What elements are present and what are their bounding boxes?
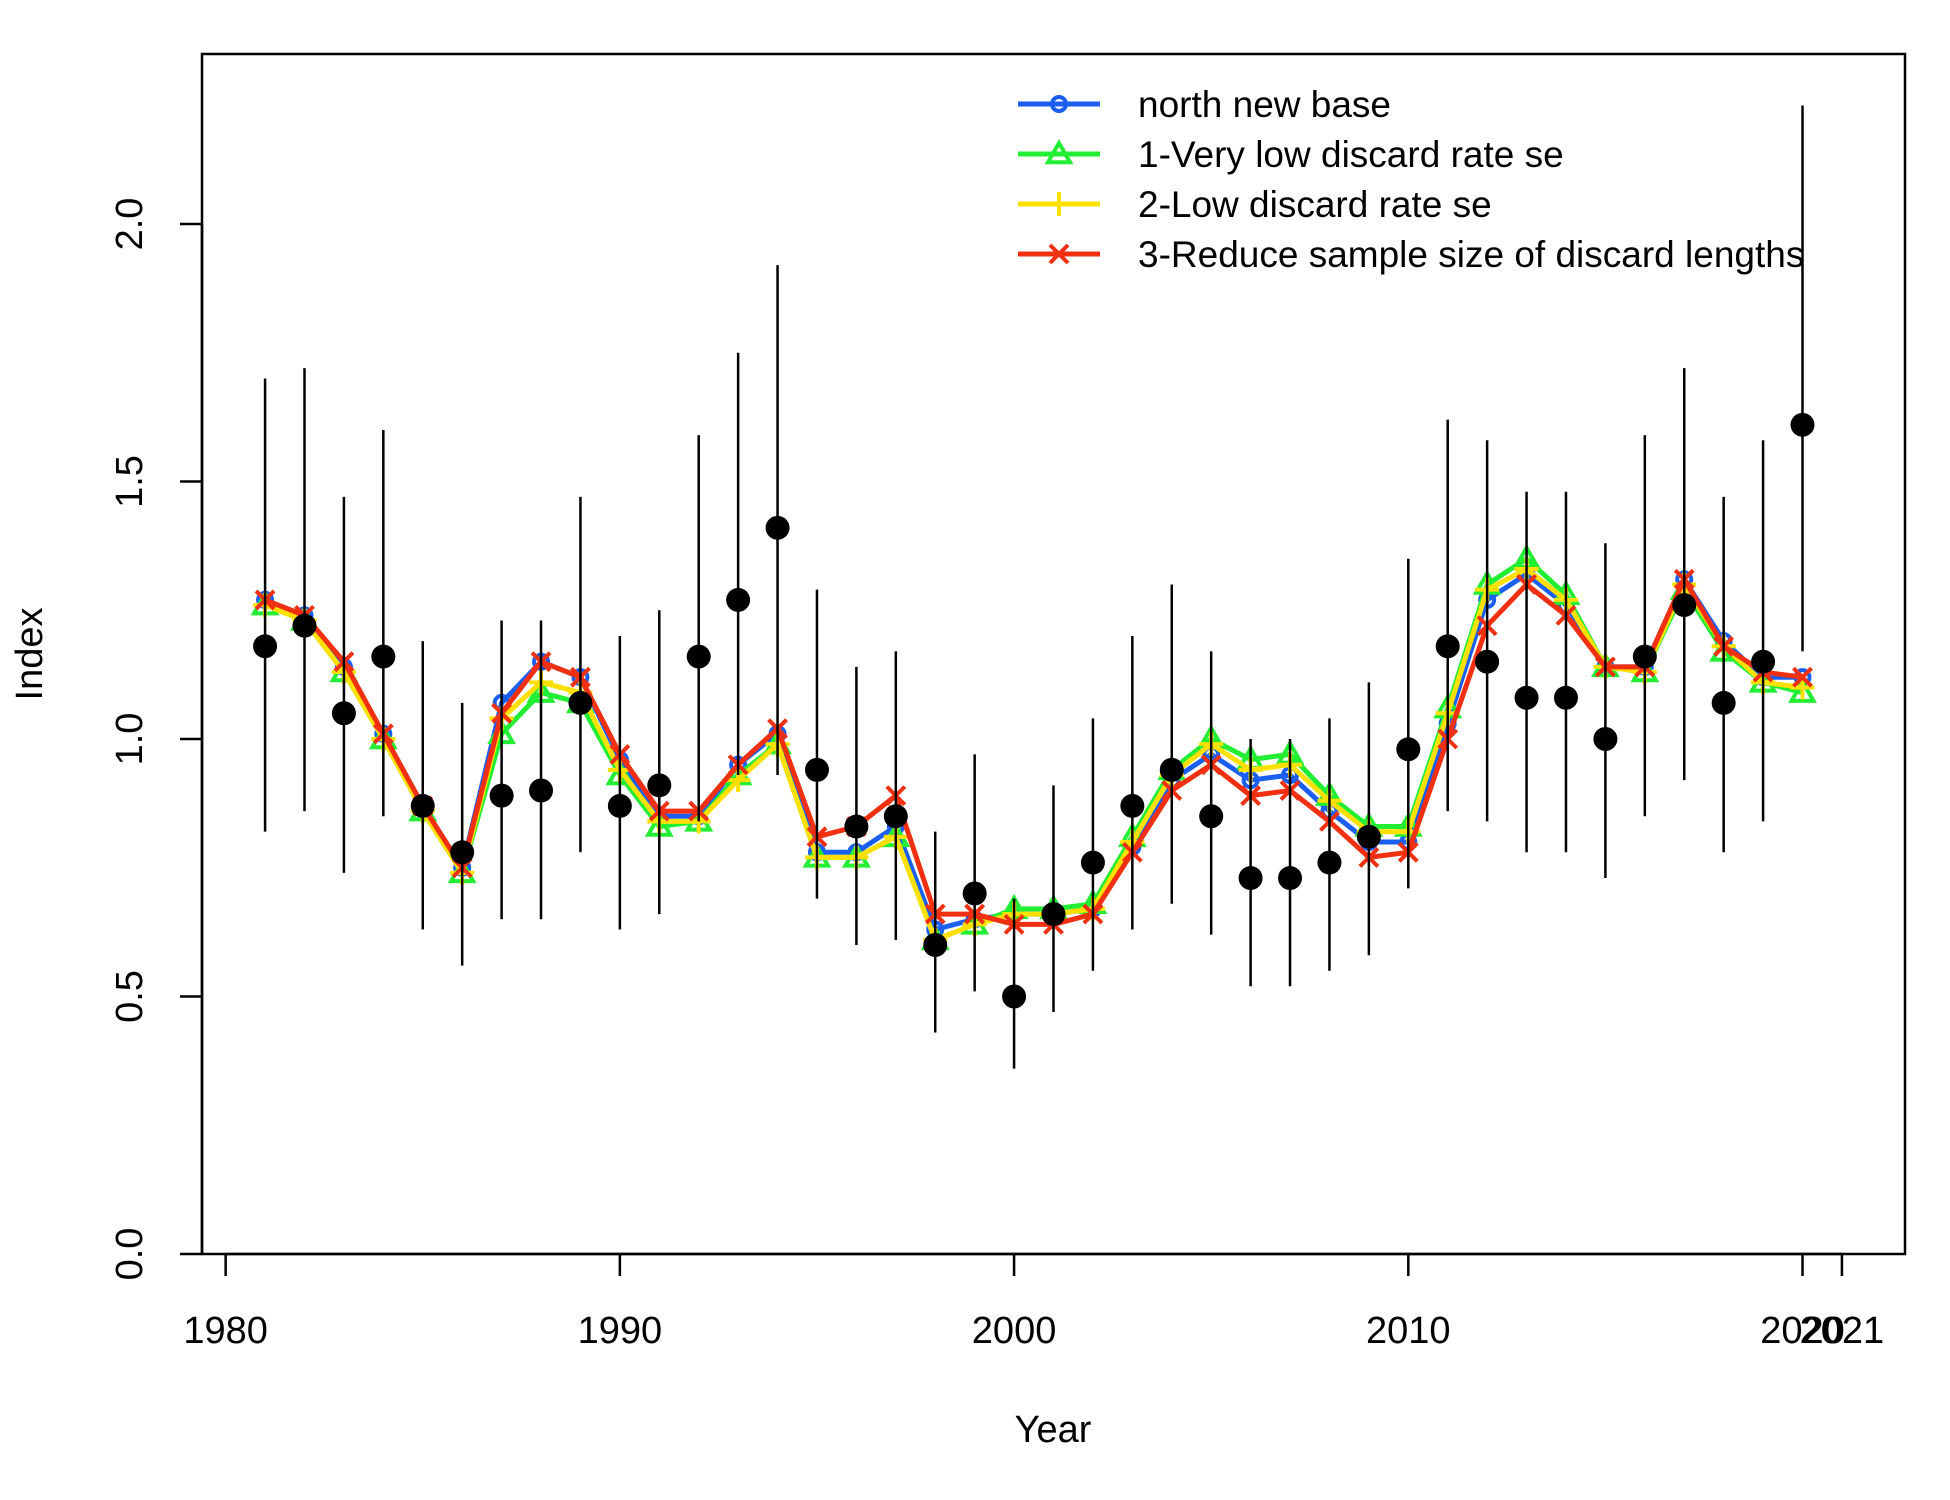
legend-swatch-marker <box>1050 95 1068 113</box>
legend-item-1: north new base <box>1018 84 1391 125</box>
observed-point <box>844 814 869 839</box>
observed-point <box>568 690 593 715</box>
observed-point <box>1475 649 1500 674</box>
y-tick-label: 2.0 <box>109 198 151 251</box>
legend-label: 3-Reduce sample size of discard lengths <box>1138 234 1804 275</box>
observed-point <box>607 793 632 818</box>
y-tick-label: 0.0 <box>109 1228 151 1281</box>
legend: north new base 1-Very low discard rate se… <box>1018 84 1804 275</box>
observed-point <box>292 613 317 638</box>
observed-point <box>1120 793 1145 818</box>
legend-label: 1-Very low discard rate se <box>1138 134 1564 175</box>
observed-point <box>529 778 554 803</box>
legend-item-4: 3-Reduce sample size of discard lengths <box>1018 234 1804 275</box>
observed-point <box>410 793 435 818</box>
legend-swatch-marker <box>1048 243 1070 265</box>
observed-point <box>1356 824 1381 849</box>
observed-point <box>1790 412 1815 437</box>
observed-point <box>1593 726 1618 751</box>
observed-point <box>923 932 948 957</box>
observed-point <box>647 773 672 798</box>
legend-item-2: 1-Very low discard rate se <box>1018 134 1564 175</box>
observed-point <box>1672 593 1697 618</box>
observed-point <box>883 804 908 829</box>
observed-point <box>1435 634 1460 659</box>
x-tick-label: 2021 <box>1800 1310 1885 1352</box>
observed-point <box>1751 649 1776 674</box>
series-2-point <box>1788 677 1817 703</box>
legend-item-3: 2-Low discard rate se <box>1018 184 1492 225</box>
y-axis: 0.0 0.5 1.0 1.5 2.0 <box>109 198 204 1281</box>
observed-point <box>253 634 278 659</box>
series-layer <box>250 543 1817 952</box>
x-axis-title: Year <box>1015 1409 1092 1451</box>
y-tick-label: 1.0 <box>109 713 151 766</box>
x-tick-label: 2000 <box>972 1310 1057 1352</box>
x-tick-label: 2020 <box>1760 1310 1845 1352</box>
observed-point <box>1278 866 1303 891</box>
series-2 <box>250 543 1817 951</box>
legend-label: north new base <box>1138 84 1391 125</box>
observed-point <box>726 587 751 612</box>
observed-point <box>1514 685 1539 710</box>
observed-point <box>1199 804 1224 829</box>
series-2-line <box>264 556 1804 943</box>
x-tick-label: 2010 <box>1366 1310 1451 1352</box>
observed-point <box>1317 850 1342 875</box>
legend-label: 2-Low discard rate se <box>1138 184 1492 225</box>
series-4-point <box>1792 666 1813 688</box>
x-tick-label: 1980 <box>183 1310 268 1352</box>
series-4-line <box>264 576 1803 927</box>
observed-point <box>1159 757 1184 782</box>
observed-point <box>1553 685 1578 710</box>
observed-point <box>1632 644 1657 669</box>
observed-point <box>1238 866 1263 891</box>
observed-point <box>1002 984 1027 1009</box>
observed-point <box>765 515 790 540</box>
legend-swatch-marker <box>1047 192 1071 216</box>
observed-point <box>1041 902 1066 927</box>
observed-point <box>450 840 475 865</box>
observed-point <box>331 701 356 726</box>
observed-point <box>1080 850 1105 875</box>
observed-point <box>1711 690 1736 715</box>
y-axis-title: Index <box>9 608 51 701</box>
y-tick-label: 1.5 <box>109 455 151 508</box>
observed-point <box>686 644 711 669</box>
observed-point <box>371 644 396 669</box>
observed-layer <box>253 105 1815 1069</box>
observed-point <box>1396 737 1421 762</box>
observed-point <box>804 757 829 782</box>
legend-swatch-marker <box>1044 138 1074 165</box>
observed-point <box>489 783 514 808</box>
x-tick-label: 1990 <box>578 1310 663 1352</box>
y-tick-label: 0.5 <box>109 970 151 1023</box>
observed-point <box>962 881 987 906</box>
series-3-line <box>264 566 1803 943</box>
